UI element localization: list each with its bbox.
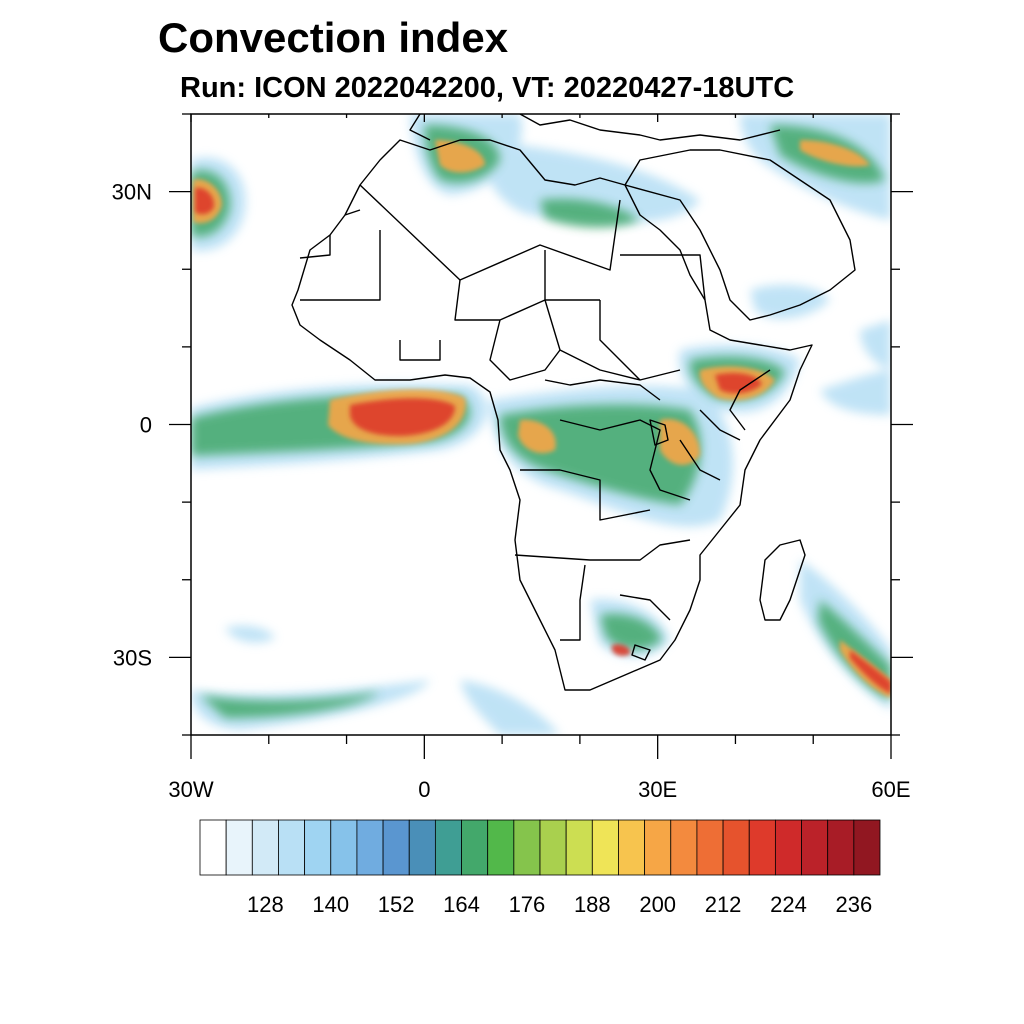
colorbar-label: 188 [574, 892, 611, 917]
colorbar-swatch [827, 819, 855, 876]
colorbar-swatch [434, 819, 462, 876]
colorbar-swatch [774, 819, 802, 876]
axis-ticks: 30W 0 30E 60E 30N 0 30S [112, 113, 913, 802]
colorbar-swatch [565, 819, 593, 876]
colorbar-swatch [644, 819, 672, 876]
colorbar-swatch [539, 819, 567, 876]
x-tick-label: 60E [871, 777, 910, 802]
colorbar-swatch [591, 819, 619, 876]
colorbar-swatch [225, 819, 253, 876]
colorbar-label: 128 [247, 892, 284, 917]
colorbar-swatch [278, 819, 306, 876]
colorbar-swatch [408, 819, 436, 876]
colorbar-label: 224 [770, 892, 807, 917]
coastlines [291, 114, 856, 691]
colorbar-swatch [670, 819, 698, 876]
colorbar-swatch [696, 819, 724, 876]
colorbar-label: 140 [312, 892, 349, 917]
x-tick-label: 30W [168, 777, 213, 802]
colorbar-label: 212 [705, 892, 742, 917]
y-tick-label: 0 [140, 413, 152, 438]
colorbar-label: 200 [639, 892, 676, 917]
colorbar-swatch [461, 819, 489, 876]
colorbar-swatch [748, 819, 776, 876]
colorbar-swatch [356, 819, 384, 876]
colorbar-swatch [382, 819, 410, 876]
colorbar-label: 164 [443, 892, 480, 917]
colorbar: 128 140 152 164 176 188 200 212 224 236 [199, 819, 881, 917]
colorbar-swatch [251, 819, 279, 876]
colorbar-swatch [722, 819, 750, 876]
colorbar-label: 152 [378, 892, 415, 917]
colorbar-swatch [618, 819, 646, 876]
x-tick-label: 0 [418, 777, 430, 802]
colorbar-swatch [304, 819, 332, 876]
y-tick-label: 30N [112, 180, 152, 205]
colorbar-swatch [801, 819, 829, 876]
convection-field [191, 114, 891, 735]
map-title: Convection index [158, 14, 509, 61]
colorbar-swatch [330, 819, 358, 876]
colorbar-swatch [853, 819, 881, 876]
y-tick-label: 30S [113, 645, 152, 670]
colorbar-swatch [513, 819, 541, 876]
colorbar-swatch [487, 819, 515, 876]
colorbar-label: 176 [509, 892, 546, 917]
colorbar-swatch [199, 819, 227, 876]
colorbar-label: 236 [835, 892, 872, 917]
map-subtitle: Run: ICON 2022042200, VT: 20220427-18UTC [180, 72, 795, 104]
x-tick-label: 30E [638, 777, 677, 802]
